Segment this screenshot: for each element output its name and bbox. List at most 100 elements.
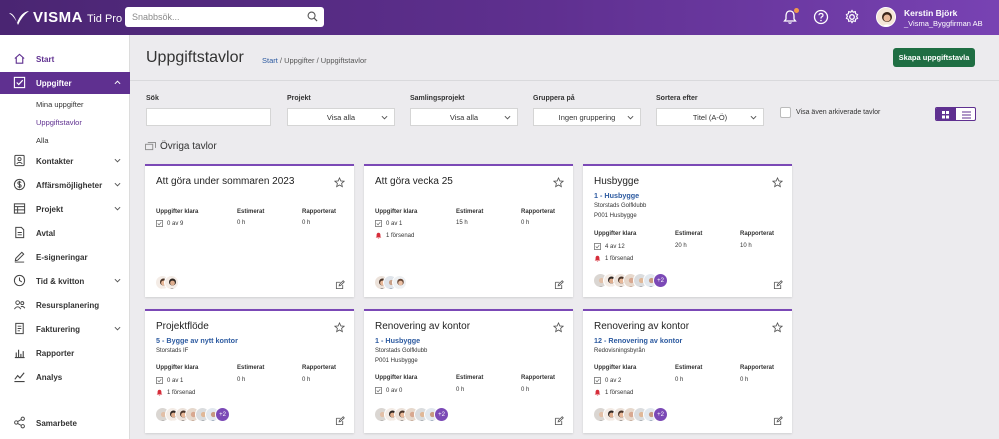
edit-icon[interactable]	[773, 280, 783, 290]
sidebar-item-samarbete[interactable]: Samarbete	[0, 412, 130, 434]
more-assignees-badge[interactable]: +2	[653, 273, 668, 288]
board-project-link[interactable]: 1 - Husbygge	[594, 191, 640, 200]
edit-icon[interactable]	[335, 416, 345, 426]
board-title[interactable]: Att göra under sommaren 2023	[156, 176, 295, 187]
edit-icon[interactable]	[335, 280, 345, 290]
sidebar-item-label: Kontakter	[36, 156, 74, 166]
checkbox-icon	[13, 76, 26, 89]
more-assignees-badge[interactable]: +2	[653, 407, 668, 422]
star-icon[interactable]	[553, 322, 564, 333]
stat-estimated-value: 15 h	[456, 220, 468, 226]
chevron-down-icon	[627, 115, 634, 120]
edit-icon[interactable]	[773, 416, 783, 426]
sidebar-item-label: Samarbete	[36, 418, 77, 428]
board-title[interactable]: Projektflöde	[156, 321, 209, 332]
grid-view-button[interactable]	[936, 108, 956, 120]
sidebar-item-label: Analys	[36, 372, 63, 382]
sidebar-item-avtal[interactable]: Avtal	[0, 222, 130, 244]
sort-filter-value: Titel (A-Ö)	[692, 112, 728, 122]
sidebar-subitem-uppgiftstavlor[interactable]: Uppgiftstavlor	[36, 118, 82, 127]
show-archived-checkbox[interactable]	[780, 107, 791, 118]
chevron-down-icon	[381, 115, 388, 120]
sidebar-item-uppgifter[interactable]: Uppgifter	[0, 72, 130, 94]
star-icon[interactable]	[334, 177, 345, 188]
bell-alert-icon	[594, 389, 601, 396]
sidebar-item-kontakter[interactable]: Kontakter	[0, 150, 130, 172]
board-title[interactable]: Renovering av kontor	[594, 321, 690, 332]
sidebar-item-label: E-signeringar	[36, 252, 88, 262]
sidebar-item-label: Projekt	[36, 204, 64, 214]
star-icon[interactable]	[334, 322, 345, 333]
board-customer: Storstads Golfklubb	[375, 348, 428, 354]
board-title[interactable]: Att göra vecka 25	[375, 176, 453, 187]
board-card[interactable]: Renovering av kontor 1 - Husbygge Storst…	[364, 309, 573, 433]
avatar[interactable]	[164, 275, 179, 290]
stat-header-done: Uppgifter klara	[375, 209, 418, 215]
quick-search-input[interactable]	[125, 7, 295, 27]
sidebar-item-fakturering[interactable]: Fakturering	[0, 318, 130, 340]
collection-filter-select[interactable]: Visa alla	[410, 108, 518, 126]
star-icon[interactable]	[553, 177, 564, 188]
chevron-up-icon	[114, 80, 121, 85]
page-title: Uppgiftstavlor	[146, 49, 244, 66]
settings-gear-icon[interactable]	[844, 9, 860, 25]
breadcrumb-start-link[interactable]: Start	[262, 56, 278, 65]
sidebar-item-label: Resursplanering	[36, 300, 100, 310]
sidebar-item-start[interactable]: Start	[0, 48, 130, 70]
notification-bell-icon[interactable]	[782, 9, 798, 25]
sidebar-item-projekt[interactable]: Projekt	[0, 198, 130, 220]
board-card[interactable]: Husbygge 1 - Husbygge Storstads Golfklub…	[583, 164, 792, 297]
star-icon[interactable]	[772, 322, 783, 333]
sidebar-item-affarsmojligheter[interactable]: Affärsmöjligheter	[0, 174, 130, 196]
user-avatar[interactable]	[876, 7, 896, 27]
board-customer: Storstads IF	[156, 348, 189, 354]
sidebar-item-analys[interactable]: Analys	[0, 366, 130, 388]
sidebar-subitem-mina-uppgifter[interactable]: Mina uppgifter	[36, 100, 84, 109]
board-customer: Storstads Golfklubb	[594, 203, 647, 209]
user-info[interactable]: Kerstin Björk _Visma_Byggfirman AB	[904, 8, 983, 28]
board-title[interactable]: Husbygge	[594, 176, 640, 187]
list-view-button[interactable]	[957, 108, 975, 120]
edit-icon[interactable]	[554, 280, 564, 290]
sidebar-item-rapporter[interactable]: Rapporter	[0, 342, 130, 364]
board-card[interactable]: Att göra vecka 25 Uppgifter klara Estime…	[364, 164, 573, 297]
star-icon[interactable]	[772, 177, 783, 188]
stat-reported-value: 0 h	[302, 377, 311, 383]
sidebar-item-e-signeringar[interactable]: E-signeringar	[0, 246, 130, 268]
checkbox-icon	[594, 243, 601, 250]
section-title-text: Övriga tavlor	[160, 141, 217, 152]
board-card[interactable]: Att göra under sommaren 2023 Uppgifter k…	[145, 164, 354, 297]
board-search-input[interactable]	[146, 108, 271, 126]
home-icon	[14, 53, 25, 64]
stat-header-done: Uppgifter klara	[594, 365, 637, 371]
collection-filter-value: Visa alla	[449, 112, 479, 122]
project-filter-select[interactable]: Visa alla	[287, 108, 395, 126]
chevron-down-icon	[114, 182, 121, 187]
group-filter-select[interactable]: Ingen gruppering	[533, 108, 641, 126]
help-icon[interactable]	[813, 9, 829, 25]
board-project-link[interactable]: 1 - Husbygge	[375, 336, 421, 345]
sidebar-item-label: Rapporter	[36, 348, 75, 358]
more-assignees-badge[interactable]: +2	[215, 407, 230, 422]
stat-header-estimated: Estimerat	[237, 209, 265, 215]
search-icon[interactable]	[307, 11, 318, 22]
board-card[interactable]: Projektflöde 5 - Bygge av nytt kontor St…	[145, 309, 354, 433]
sidebar-item-tid-kvitton[interactable]: Tid & kvitton	[0, 270, 130, 292]
visma-logo[interactable]: VISMA Tid Pro	[8, 9, 122, 26]
board-title[interactable]: Renovering av kontor	[375, 321, 471, 332]
sidebar-item-resursplanering[interactable]: Resursplanering	[0, 294, 130, 316]
stat-done-value: 4 av 12	[605, 243, 625, 250]
user-avatar-icon	[877, 8, 895, 26]
sidebar-subitem-alla[interactable]: Alla	[36, 136, 49, 145]
contract-icon	[15, 226, 25, 239]
board-project-link[interactable]: 12 - Renovering av kontor	[594, 336, 683, 345]
edit-icon[interactable]	[554, 416, 564, 426]
stat-header-estimated: Estimerat	[456, 209, 484, 215]
board-card[interactable]: Renovering av kontor 12 - Renovering av …	[583, 309, 792, 433]
board-project-link[interactable]: 5 - Bygge av nytt kontor	[156, 336, 238, 345]
more-assignees-badge[interactable]: +2	[434, 407, 449, 422]
sort-filter-select[interactable]: Titel (A-Ö)	[656, 108, 764, 126]
avatar[interactable]	[392, 275, 407, 290]
stat-done: 0 av 2	[594, 377, 621, 384]
create-board-button[interactable]: Skapa uppgiftstavla	[893, 48, 975, 67]
